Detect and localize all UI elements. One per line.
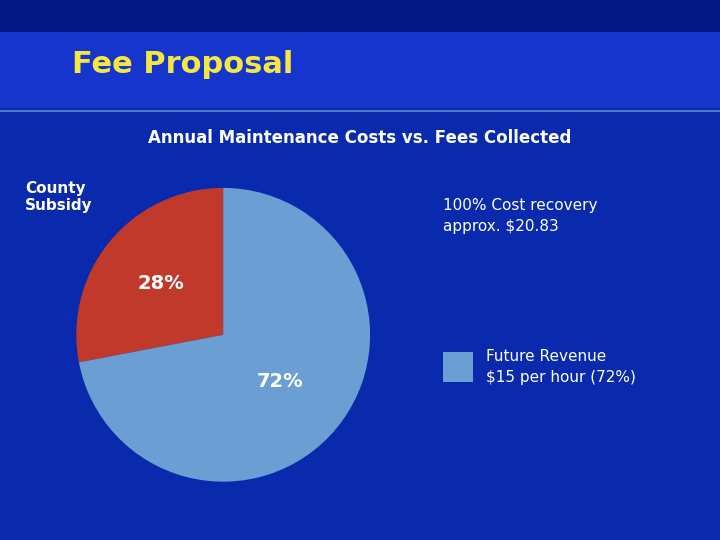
Text: County
Subsidy: County Subsidy (25, 181, 93, 213)
Text: Fee Proposal: Fee Proposal (72, 50, 293, 79)
Text: 28%: 28% (138, 274, 184, 293)
Wedge shape (79, 188, 370, 482)
Text: Annual Maintenance Costs vs. Fees Collected: Annual Maintenance Costs vs. Fees Collec… (148, 129, 572, 147)
Wedge shape (76, 188, 223, 362)
Text: Future Revenue
$15 per hour (72%): Future Revenue $15 per hour (72%) (486, 349, 636, 385)
Text: 100% Cost recovery
approx. $20.83: 100% Cost recovery approx. $20.83 (443, 198, 598, 234)
Text: 72%: 72% (256, 372, 303, 391)
